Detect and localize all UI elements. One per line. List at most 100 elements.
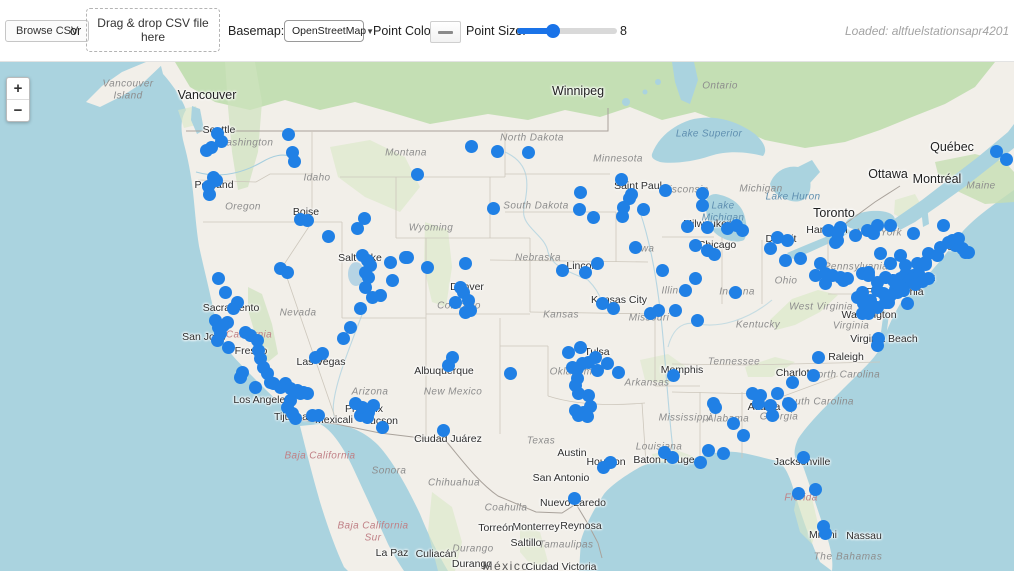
data-point[interactable] [385, 273, 399, 287]
data-point[interactable] [555, 263, 569, 277]
data-point[interactable] [305, 408, 319, 422]
data-point[interactable] [573, 185, 587, 199]
data-point[interactable] [655, 263, 669, 277]
data-point[interactable] [728, 285, 742, 299]
data-point[interactable] [753, 388, 767, 402]
data-point[interactable] [881, 295, 895, 309]
data-point[interactable] [855, 285, 869, 299]
map-canvas[interactable]: Vancouver IslandVancouverSeattleWashingt… [0, 62, 1014, 571]
data-point[interactable] [906, 226, 920, 240]
data-point[interactable] [572, 202, 586, 216]
data-point[interactable] [883, 256, 897, 270]
data-point[interactable] [375, 420, 389, 434]
data-point[interactable] [716, 446, 730, 460]
data-point[interactable] [490, 144, 504, 158]
data-point[interactable] [464, 139, 478, 153]
data-point[interactable] [300, 386, 314, 400]
data-point[interactable] [651, 303, 665, 317]
data-point[interactable] [666, 368, 680, 382]
data-point[interactable] [614, 172, 628, 186]
data-point[interactable] [680, 219, 694, 233]
data-point[interactable] [590, 256, 604, 270]
data-point[interactable] [793, 251, 807, 265]
data-point[interactable] [873, 246, 887, 260]
data-point[interactable] [458, 305, 472, 319]
data-point[interactable] [211, 271, 225, 285]
data-point[interactable] [791, 486, 805, 500]
data-point[interactable] [357, 211, 371, 225]
data-point[interactable] [410, 167, 424, 181]
data-point[interactable] [238, 325, 252, 339]
data-point[interactable] [214, 134, 228, 148]
data-point[interactable] [890, 276, 904, 290]
data-point[interactable] [358, 280, 372, 294]
data-point[interactable] [343, 320, 357, 334]
data-point[interactable] [951, 231, 965, 245]
data-point[interactable] [420, 260, 434, 274]
data-point[interactable] [628, 240, 642, 254]
data-point[interactable] [785, 375, 799, 389]
data-point[interactable] [233, 370, 247, 384]
point-size-slider[interactable] [517, 24, 617, 38]
data-point[interactable] [930, 248, 944, 262]
data-point[interactable] [361, 270, 375, 284]
data-point[interactable] [701, 443, 715, 457]
data-point[interactable] [708, 400, 722, 414]
data-point[interactable] [693, 455, 707, 469]
data-point[interactable] [796, 450, 810, 464]
data-point[interactable] [561, 345, 575, 359]
data-point[interactable] [860, 223, 874, 237]
data-point[interactable] [486, 201, 500, 215]
data-point[interactable] [688, 238, 702, 252]
data-point[interactable] [366, 398, 380, 412]
data-point[interactable] [221, 340, 235, 354]
data-point[interactable] [583, 399, 597, 413]
slider-thumb[interactable] [546, 24, 560, 38]
data-point[interactable] [770, 230, 784, 244]
data-point[interactable] [811, 350, 825, 364]
data-point[interactable] [521, 145, 535, 159]
data-point[interactable] [226, 301, 240, 315]
data-point[interactable] [573, 340, 587, 354]
data-point[interactable] [813, 256, 827, 270]
data-point[interactable] [900, 296, 914, 310]
csv-dropzone[interactable]: Drag & drop CSV file here [86, 8, 220, 52]
data-point[interactable] [808, 482, 822, 496]
data-point[interactable] [989, 144, 1003, 158]
data-point[interactable] [250, 333, 264, 347]
data-point[interactable] [828, 235, 842, 249]
data-point[interactable] [736, 428, 750, 442]
data-point[interactable] [595, 296, 609, 310]
basemap-select[interactable]: OpenStreetMap ▼ [284, 20, 374, 42]
data-point[interactable] [658, 183, 672, 197]
data-point[interactable] [861, 306, 875, 320]
data-point[interactable] [586, 210, 600, 224]
data-point[interactable] [678, 283, 692, 297]
data-point[interactable] [700, 220, 714, 234]
data-point[interactable] [350, 221, 364, 235]
data-point[interactable] [218, 285, 232, 299]
data-point[interactable] [567, 491, 581, 505]
data-point[interactable] [690, 313, 704, 327]
data-point[interactable] [400, 250, 414, 264]
data-point[interactable] [688, 271, 702, 285]
data-point[interactable] [210, 333, 224, 347]
data-point[interactable] [778, 253, 792, 267]
data-point[interactable] [600, 356, 614, 370]
data-point[interactable] [287, 154, 301, 168]
data-point[interactable] [936, 218, 950, 232]
data-point[interactable] [861, 268, 875, 282]
data-point[interactable] [999, 152, 1013, 166]
data-point[interactable] [763, 398, 777, 412]
data-point[interactable] [360, 410, 374, 424]
zoom-out-button[interactable]: − [13, 102, 23, 119]
data-point[interactable] [202, 187, 216, 201]
data-point[interactable] [806, 368, 820, 382]
data-point[interactable] [280, 265, 294, 279]
data-point[interactable] [921, 271, 935, 285]
data-point[interactable] [783, 398, 797, 412]
data-point[interactable] [726, 416, 740, 430]
data-point[interactable] [735, 223, 749, 237]
data-point[interactable] [770, 386, 784, 400]
data-point[interactable] [300, 213, 314, 227]
